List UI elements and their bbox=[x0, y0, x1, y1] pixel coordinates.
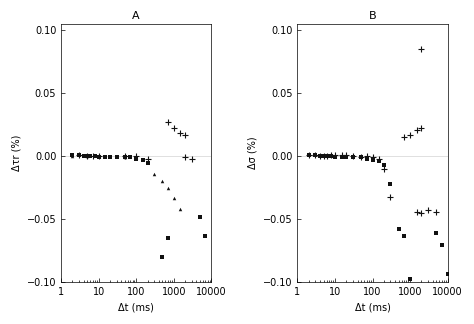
Text: B: B bbox=[369, 11, 376, 21]
X-axis label: Δt (ms): Δt (ms) bbox=[355, 303, 391, 313]
X-axis label: Δt (ms): Δt (ms) bbox=[118, 303, 154, 313]
Y-axis label: Δτr (%): Δτr (%) bbox=[11, 135, 21, 171]
Text: A: A bbox=[132, 11, 140, 21]
Y-axis label: Δσ (%): Δσ (%) bbox=[247, 137, 257, 169]
